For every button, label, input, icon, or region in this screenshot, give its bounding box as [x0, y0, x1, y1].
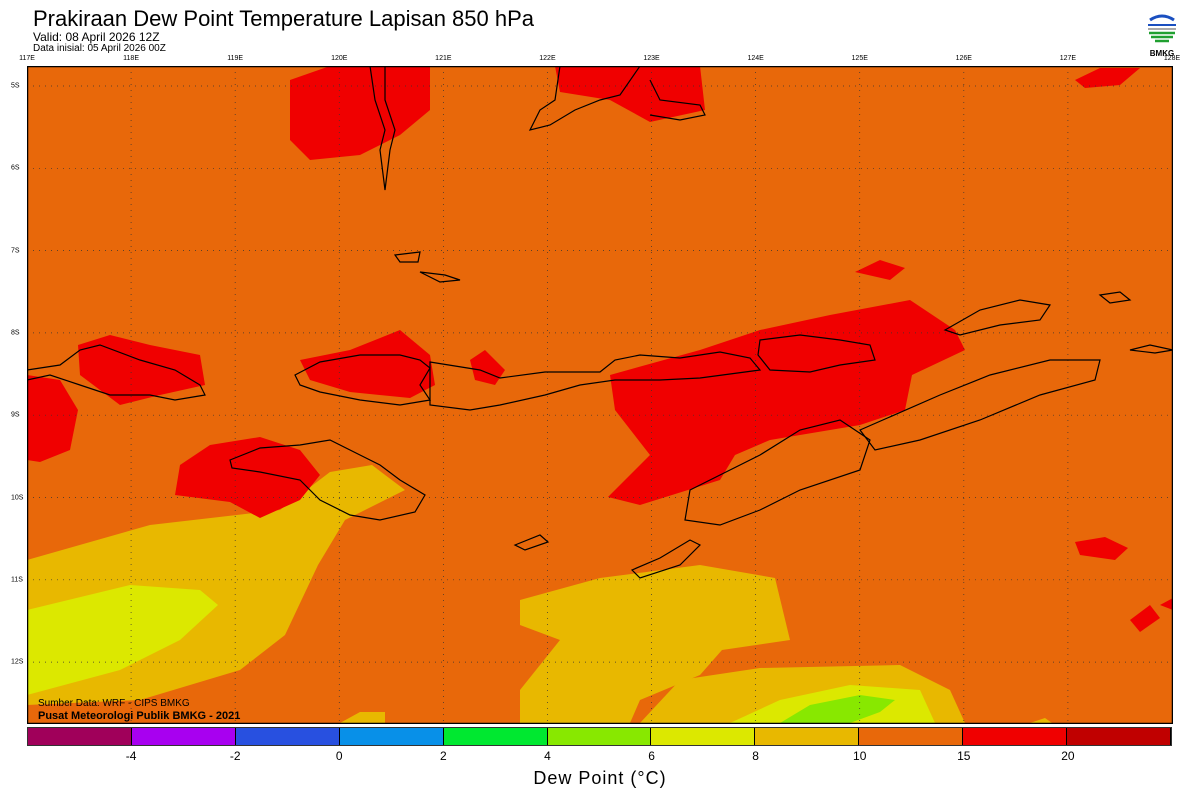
colorbar-tick: -2: [229, 749, 241, 763]
colorbar-swatch: [1067, 728, 1171, 745]
colorbar-swatch: [963, 728, 1068, 745]
colorbar-tick: 0: [335, 749, 343, 763]
coastlines: [27, 66, 1173, 579]
colorbar-swatch: [859, 728, 964, 745]
colorbar-tick: 4: [544, 749, 551, 763]
lat-label: 9S: [11, 411, 20, 419]
colorbar-tick: 15: [957, 749, 971, 763]
colorbar-tick: 20: [1061, 749, 1075, 763]
lon-label: 125E: [851, 55, 868, 62]
map-title: Prakiraan Dew Point Temperature Lapisan …: [33, 6, 535, 31]
colorbar-swatch: [235, 728, 340, 745]
lat-label: 10S: [11, 494, 24, 501]
lat-label: 6S: [11, 164, 20, 172]
colorbar-tick: 10: [853, 749, 867, 763]
grid-lines: [27, 66, 1172, 723]
colorbar-swatch: [547, 728, 652, 745]
lat-label: 5S: [11, 82, 20, 90]
valid-time: Valid: 08 April 2026 12Z: [33, 30, 160, 44]
lon-label: 119E: [227, 55, 244, 62]
lon-label: 123E: [643, 55, 660, 62]
colorbar-swatch: [651, 728, 756, 745]
colorbar-label: Dew Point (°C): [533, 768, 667, 788]
lon-label: 128E: [1163, 55, 1181, 62]
colorbar-swatch: [28, 728, 132, 745]
colorbar-tick: 8: [752, 749, 759, 763]
bmkg-logo-icon: [1146, 11, 1178, 43]
data-source: Sumber Data: WRF - CIPS BMKG: [38, 698, 190, 709]
colorbar: [27, 727, 1172, 746]
red-15-20-regions: [27, 66, 1173, 632]
bmkg-logo: BMKG: [1145, 10, 1179, 58]
lon-label: 118E: [123, 55, 139, 62]
lon-label: 121E: [435, 55, 452, 62]
lon-label: 120E: [331, 55, 348, 62]
colorbar-swatch: [755, 728, 860, 745]
colorbar-swatch: [339, 728, 444, 745]
credit: Pusat Meteorologi Publik BMKG - 2021: [38, 710, 241, 722]
green-4-6-region: [780, 695, 895, 723]
lon-label: 124E: [747, 55, 764, 62]
colorbar-tick: 2: [440, 749, 447, 763]
colorbar-swatch: [443, 728, 548, 745]
lon-label: 117E: [19, 55, 35, 62]
lon-label: 127E: [1059, 55, 1077, 62]
lat-label: 8S: [11, 329, 20, 337]
dew-point-map: [27, 66, 1173, 724]
colorbar-tick: 6: [648, 749, 655, 763]
lat-label: 7S: [11, 247, 20, 255]
logo-text: BMKG: [1149, 49, 1175, 58]
colorbar-swatch: [131, 728, 236, 745]
colorbar-tick: -4: [125, 749, 137, 763]
init-time: Data inisial: 05 April 2026 00Z: [33, 43, 166, 54]
lon-label: 122E: [539, 55, 556, 62]
lon-label: 126E: [955, 55, 972, 62]
lat-label: 12S: [11, 658, 24, 666]
lat-label: 11S: [11, 576, 23, 584]
